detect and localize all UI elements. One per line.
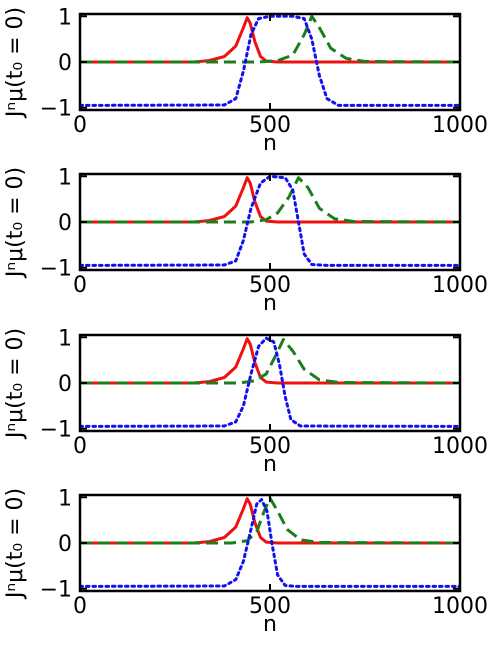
y-tick-label: 1 (58, 326, 72, 351)
y-tick-label: 1 (58, 486, 72, 511)
y-tick-label: −1 (40, 257, 72, 282)
y-tick-label: 0 (58, 211, 72, 236)
x-tick-label: 0 (73, 273, 87, 298)
y-tick-label: 0 (58, 51, 72, 76)
series-line-green (80, 338, 460, 385)
x-tick-label: 0 (73, 113, 87, 138)
series-line-red (80, 176, 460, 224)
y-tick-label: 1 (58, 165, 72, 190)
y-tick-label: −1 (40, 578, 72, 603)
y-tick-label: 0 (58, 372, 72, 397)
series-line-blue (80, 498, 460, 588)
series-line-red (80, 16, 460, 64)
y-tick-label: 1 (58, 5, 72, 30)
series-line-blue (80, 14, 460, 107)
x-axis-label: n (263, 131, 277, 156)
x-tick-label: 0 (73, 434, 87, 459)
x-tick-label: 500 (249, 113, 291, 138)
series-group (80, 14, 460, 107)
series-group (80, 174, 460, 267)
x-tick-label: 1000 (432, 113, 488, 138)
y-axis-label: Jⁿμ(t₀ = 0) (3, 328, 28, 440)
series-line-green (80, 176, 460, 224)
x-tick-label: 0 (73, 594, 87, 619)
x-tick-label: 1000 (432, 273, 488, 298)
x-tick-label: 1000 (432, 594, 488, 619)
y-axis-label: Jⁿμ(t₀ = 0) (3, 167, 28, 279)
y-axis-label: Jⁿμ(t₀ = 0) (3, 488, 28, 600)
y-tick-label: −1 (40, 418, 72, 443)
x-tick-label: 500 (249, 594, 291, 619)
y-tick-label: −1 (40, 97, 72, 122)
series-group (80, 336, 460, 428)
series-line-green (80, 14, 460, 64)
series-line-red (80, 337, 460, 385)
x-tick-label: 1000 (432, 434, 488, 459)
y-tick-label: 0 (58, 532, 72, 557)
x-axis-label: n (263, 452, 277, 477)
x-tick-label: 500 (249, 434, 291, 459)
x-axis-label: n (263, 612, 277, 637)
series-group (80, 496, 460, 588)
series-line-blue (80, 336, 460, 428)
x-tick-label: 500 (249, 273, 291, 298)
y-axis-label: Jⁿμ(t₀ = 0) (3, 7, 28, 119)
x-axis-label: n (263, 291, 277, 316)
